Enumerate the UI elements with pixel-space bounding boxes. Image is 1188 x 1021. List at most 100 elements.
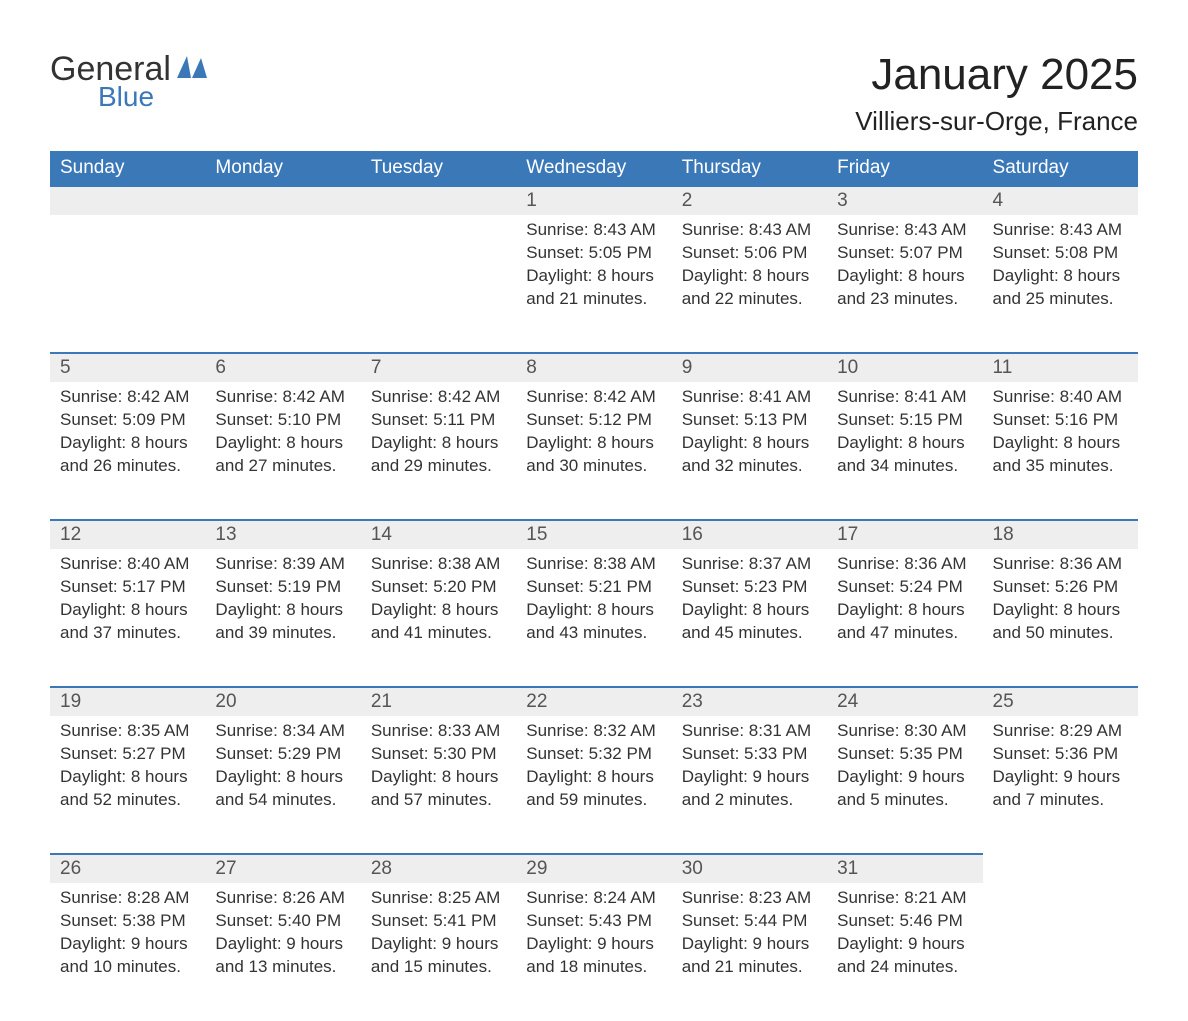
daylight-text: Daylight: 8 hours and 27 minutes. [215,432,350,478]
day-number-cell: 6 [205,353,360,382]
sunset-text: Sunset: 5:43 PM [526,910,661,933]
brand-logo: General Blue [50,50,211,113]
daylight-text: Daylight: 8 hours and 59 minutes. [526,766,661,812]
content-row: Sunrise: 8:42 AMSunset: 5:09 PMDaylight:… [50,382,1138,520]
sunrise-text: Sunrise: 8:43 AM [837,219,972,242]
col-friday: Friday [827,151,982,186]
daylight-text: Daylight: 9 hours and 10 minutes. [60,933,195,979]
sunrise-text: Sunrise: 8:43 AM [526,219,661,242]
daylight-text: Daylight: 9 hours and 18 minutes. [526,933,661,979]
day-number-cell: 13 [205,520,360,549]
day-number-cell: 30 [672,854,827,883]
sunrise-text: Sunrise: 8:29 AM [993,720,1128,743]
day-number-cell: 10 [827,353,982,382]
sunrise-text: Sunrise: 8:30 AM [837,720,972,743]
day-content-cell: Sunrise: 8:32 AMSunset: 5:32 PMDaylight:… [516,716,671,854]
content-row: Sunrise: 8:40 AMSunset: 5:17 PMDaylight:… [50,549,1138,687]
daylight-text: Daylight: 9 hours and 24 minutes. [837,933,972,979]
day-content-cell: Sunrise: 8:37 AMSunset: 5:23 PMDaylight:… [672,549,827,687]
daynum-row: 567891011 [50,353,1138,382]
sunset-text: Sunset: 5:32 PM [526,743,661,766]
day-content-cell: Sunrise: 8:38 AMSunset: 5:20 PMDaylight:… [361,549,516,687]
day-content-cell: Sunrise: 8:42 AMSunset: 5:09 PMDaylight:… [50,382,205,520]
sunset-text: Sunset: 5:36 PM [993,743,1128,766]
sunrise-text: Sunrise: 8:41 AM [682,386,817,409]
day-content-cell: Sunrise: 8:41 AMSunset: 5:13 PMDaylight:… [672,382,827,520]
sunrise-text: Sunrise: 8:31 AM [682,720,817,743]
sunset-text: Sunset: 5:10 PM [215,409,350,432]
sunset-text: Sunset: 5:06 PM [682,242,817,265]
daylight-text: Daylight: 8 hours and 41 minutes. [371,599,506,645]
day-content-cell: Sunrise: 8:35 AMSunset: 5:27 PMDaylight:… [50,716,205,854]
day-number-cell: 1 [516,186,671,215]
day-content-cell: Sunrise: 8:25 AMSunset: 5:41 PMDaylight:… [361,883,516,1021]
day-number-cell: 16 [672,520,827,549]
day-number-cell: 8 [516,353,671,382]
sunrise-text: Sunrise: 8:25 AM [371,887,506,910]
title-block: January 2025 Villiers-sur-Orge, France [855,50,1138,145]
day-number-cell: 25 [983,687,1138,716]
day-number-cell [983,854,1138,883]
daynum-row: 12131415161718 [50,520,1138,549]
sunrise-text: Sunrise: 8:43 AM [993,219,1128,242]
day-number-cell: 18 [983,520,1138,549]
day-number-cell: 3 [827,186,982,215]
day-number-cell: 28 [361,854,516,883]
sunrise-text: Sunrise: 8:35 AM [60,720,195,743]
day-content-cell: Sunrise: 8:30 AMSunset: 5:35 PMDaylight:… [827,716,982,854]
day-content-cell: Sunrise: 8:40 AMSunset: 5:16 PMDaylight:… [983,382,1138,520]
col-saturday: Saturday [983,151,1138,186]
sunrise-text: Sunrise: 8:42 AM [60,386,195,409]
day-content-cell: Sunrise: 8:43 AMSunset: 5:08 PMDaylight:… [983,215,1138,353]
sunset-text: Sunset: 5:15 PM [837,409,972,432]
sunrise-text: Sunrise: 8:23 AM [682,887,817,910]
sunset-text: Sunset: 5:29 PM [215,743,350,766]
sunset-text: Sunset: 5:33 PM [682,743,817,766]
sunrise-text: Sunrise: 8:42 AM [215,386,350,409]
daynum-row: 1234 [50,186,1138,215]
daylight-text: Daylight: 8 hours and 29 minutes. [371,432,506,478]
sunset-text: Sunset: 5:20 PM [371,576,506,599]
sunset-text: Sunset: 5:19 PM [215,576,350,599]
daylight-text: Daylight: 8 hours and 26 minutes. [60,432,195,478]
content-row: Sunrise: 8:35 AMSunset: 5:27 PMDaylight:… [50,716,1138,854]
day-content-cell: Sunrise: 8:43 AMSunset: 5:05 PMDaylight:… [516,215,671,353]
location-label: Villiers-sur-Orge, France [855,106,1138,137]
day-content-cell: Sunrise: 8:38 AMSunset: 5:21 PMDaylight:… [516,549,671,687]
sunset-text: Sunset: 5:09 PM [60,409,195,432]
col-monday: Monday [205,151,360,186]
sunset-text: Sunset: 5:05 PM [526,242,661,265]
daylight-text: Daylight: 8 hours and 34 minutes. [837,432,972,478]
sunset-text: Sunset: 5:24 PM [837,576,972,599]
daylight-text: Daylight: 8 hours and 25 minutes. [993,265,1128,311]
day-content-cell: Sunrise: 8:26 AMSunset: 5:40 PMDaylight:… [205,883,360,1021]
calendar-body: 1234Sunrise: 8:43 AMSunset: 5:05 PMDayli… [50,186,1138,1021]
daylight-text: Daylight: 9 hours and 5 minutes. [837,766,972,812]
sunset-text: Sunset: 5:11 PM [371,409,506,432]
sunset-text: Sunset: 5:23 PM [682,576,817,599]
sunset-text: Sunset: 5:16 PM [993,409,1128,432]
col-sunday: Sunday [50,151,205,186]
sunset-text: Sunset: 5:38 PM [60,910,195,933]
daylight-text: Daylight: 8 hours and 22 minutes. [682,265,817,311]
day-number-cell: 27 [205,854,360,883]
sunrise-text: Sunrise: 8:33 AM [371,720,506,743]
day-content-cell: Sunrise: 8:31 AMSunset: 5:33 PMDaylight:… [672,716,827,854]
day-content-cell: Sunrise: 8:29 AMSunset: 5:36 PMDaylight:… [983,716,1138,854]
day-number-cell: 14 [361,520,516,549]
daylight-text: Daylight: 8 hours and 21 minutes. [526,265,661,311]
daylight-text: Daylight: 8 hours and 37 minutes. [60,599,195,645]
daylight-text: Daylight: 8 hours and 50 minutes. [993,599,1128,645]
calendar-table: Sunday Monday Tuesday Wednesday Thursday… [50,151,1138,1021]
sunset-text: Sunset: 5:40 PM [215,910,350,933]
day-number-cell: 31 [827,854,982,883]
sunset-text: Sunset: 5:07 PM [837,242,972,265]
daylight-text: Daylight: 8 hours and 35 minutes. [993,432,1128,478]
daylight-text: Daylight: 8 hours and 47 minutes. [837,599,972,645]
day-number-cell: 17 [827,520,982,549]
day-number-cell: 2 [672,186,827,215]
col-thursday: Thursday [672,151,827,186]
weekday-header-row: Sunday Monday Tuesday Wednesday Thursday… [50,151,1138,186]
daylight-text: Daylight: 9 hours and 13 minutes. [215,933,350,979]
day-content-cell: Sunrise: 8:39 AMSunset: 5:19 PMDaylight:… [205,549,360,687]
